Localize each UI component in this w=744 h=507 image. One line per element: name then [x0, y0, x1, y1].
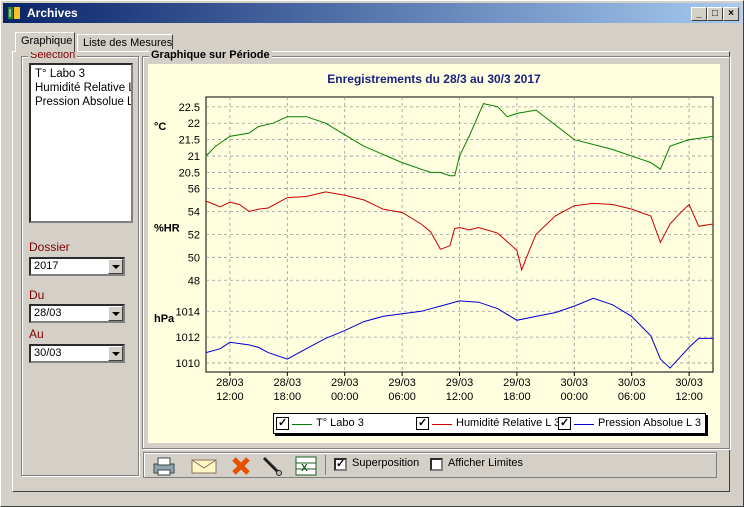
chart-legend: T° Labo 3 Humidité Relative L 3 Pression… [273, 413, 706, 434]
selection-listbox[interactable]: T° Labo 3 Humidité Relative L 3 Pression… [29, 63, 133, 223]
legend-checkbox[interactable] [276, 416, 289, 430]
chart-area: Enregistrements du 28/3 au 30/3 2017 28/… [148, 64, 720, 443]
legend-line [574, 424, 594, 425]
archive-book-icon [8, 7, 20, 19]
legend-line [432, 424, 452, 425]
du-select[interactable]: 28/03 [29, 304, 125, 323]
series-line [205, 297, 713, 369]
afficher-limites-label: Afficher Limites [448, 457, 523, 469]
x-tick-label-date: 28/03 [274, 377, 302, 389]
list-item[interactable]: T° Labo 3 [35, 68, 85, 80]
title-bar[interactable]: Archives _ □ × [3, 3, 741, 23]
list-item[interactable]: Pression Absolue L 3 [35, 96, 133, 108]
y-tick-label: 21.5 [179, 135, 200, 147]
legend-item-temperature[interactable]: T° Labo 3 [276, 416, 416, 432]
au-value: 30/03 [34, 347, 62, 359]
series-line [205, 103, 714, 177]
superposition-checkbox[interactable]: ✓ [334, 458, 347, 471]
dossier-select[interactable]: 2017 [29, 257, 125, 276]
graph-group: Graphique sur Période [142, 49, 730, 449]
svg-text:X: X [301, 463, 308, 474]
x-tick-label-time: 12:00 [216, 391, 244, 403]
y-tick-label: 1010 [176, 358, 200, 370]
y-tick-label: 1014 [176, 306, 200, 318]
x-tick-label-time: 18:00 [503, 391, 531, 403]
x-tick-label-time: 18:00 [274, 391, 302, 403]
chevron-down-icon[interactable] [108, 306, 123, 321]
chart-title: Enregistrements du 28/3 au 30/3 2017 [327, 72, 541, 86]
x-tick-label-time: 06:00 [618, 391, 646, 403]
du-value: 28/03 [34, 307, 62, 319]
au-label: Au [29, 327, 44, 341]
tab-liste-des-mesures[interactable]: Liste des Mesures [77, 34, 173, 52]
x-tick-label-date: 30/03 [618, 377, 646, 389]
x-tick-label-date: 29/03 [446, 377, 474, 389]
legend-checkbox[interactable] [416, 416, 429, 430]
chevron-down-icon[interactable] [108, 346, 123, 361]
x-tick-label-time: 12:00 [446, 391, 474, 403]
legend-line [292, 424, 312, 425]
y-tick-label: 52 [188, 229, 200, 241]
dossier-value: 2017 [34, 260, 59, 272]
legend-label: Humidité Relative L 3 [456, 417, 561, 429]
graph-group-label: Graphique sur Période [149, 49, 272, 61]
window-title: Archives [27, 6, 78, 20]
x-tick-label-date: 29/03 [388, 377, 416, 389]
series-line [205, 191, 714, 272]
mail-icon[interactable] [190, 455, 218, 477]
chevron-down-icon[interactable] [108, 259, 123, 274]
close-button[interactable]: × [723, 7, 739, 21]
y-unit-label: °C [154, 121, 166, 133]
x-tick-label-time: 12:00 [675, 391, 703, 403]
y-tick-label: 22 [188, 118, 200, 130]
chart-svg: 28/03 12:00 28/03 18:00 29/03 00:00 29/03 06:00… [154, 96, 714, 403]
y-tick-label: 21 [188, 151, 200, 163]
du-label: Du [29, 288, 45, 302]
check-icon: ✓ [336, 458, 346, 470]
x-tick-label-date: 29/03 [503, 377, 531, 389]
legend-item-pressure[interactable]: Pression Absolue L 3 [558, 416, 706, 432]
bottom-toolbar: X ✓ Superposition Afficher Limites [143, 452, 717, 478]
x-tick-label-time: 00:00 [331, 391, 359, 403]
x-tick-label-date: 28/03 [216, 377, 244, 389]
tab-graphique[interactable]: Graphique [15, 32, 75, 52]
x-tick-label-date: 29/03 [331, 377, 359, 389]
y-tick-label: 56 [188, 183, 200, 195]
selection-label: Selection [28, 49, 78, 61]
toolbar-separator [325, 455, 326, 475]
x-tick-label-time: 00:00 [561, 391, 589, 403]
y-tick-label: 48 [188, 275, 200, 287]
legend-checkbox[interactable] [558, 416, 571, 430]
au-select[interactable]: 30/03 [29, 344, 125, 363]
y-unit-label: hPa [154, 313, 175, 325]
y-tick-label: 1012 [176, 332, 200, 344]
y-unit-label: %HR [154, 223, 180, 235]
legend-item-humidity[interactable]: Humidité Relative L 3 [416, 416, 562, 432]
y-tick-label: 20.5 [179, 167, 200, 179]
afficher-limites-checkbox[interactable] [430, 458, 443, 471]
superposition-label: Superposition [352, 457, 420, 469]
delete-icon[interactable] [228, 455, 256, 477]
minimize-button[interactable]: _ [691, 7, 707, 21]
probe-icon[interactable] [258, 455, 286, 477]
y-tick-label: 50 [188, 252, 200, 264]
excel-icon[interactable]: X [292, 455, 320, 477]
legend-label: T° Labo 3 [316, 417, 364, 429]
list-item[interactable]: Humidité Relative L 3 [35, 82, 133, 94]
selection-group: Selection [21, 49, 139, 476]
legend-label: Pression Absolue L 3 [598, 417, 701, 429]
x-tick-label-date: 30/03 [675, 377, 703, 389]
x-tick-label-date: 30/03 [561, 377, 589, 389]
y-tick-label: 54 [188, 206, 200, 218]
maximize-button[interactable]: □ [707, 7, 723, 21]
x-tick-label-time: 06:00 [388, 391, 416, 403]
printer-icon[interactable] [150, 455, 178, 477]
y-tick-label: 22.5 [179, 102, 200, 114]
dossier-label: Dossier [29, 240, 70, 254]
